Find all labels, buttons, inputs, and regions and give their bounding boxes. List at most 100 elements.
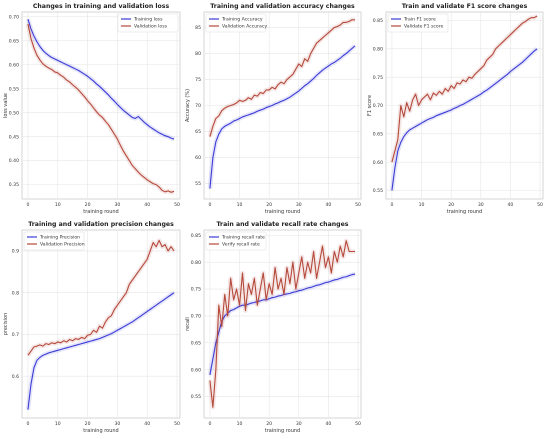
- x-axis-label: training round: [265, 428, 300, 434]
- legend-box: [23, 231, 85, 251]
- series-line-2: [27, 239, 175, 356]
- y-tick-label: 0.70: [373, 103, 383, 109]
- legend-box: [387, 13, 449, 33]
- y-axis-label: recall: [185, 317, 191, 331]
- y-tick-label: 0.55: [191, 394, 201, 400]
- x-tick-label: 20: [448, 202, 454, 208]
- series-line-2: [209, 19, 356, 137]
- subplot-3: 0 10 20 30 40 50 0.55 0.60 0.65 0.70 0.75 0.80 0.85 T…: [367, 3, 544, 215]
- chart-title: Train and validate F1 score changes: [402, 3, 528, 10]
- chart-title: Training and validation precision change…: [28, 221, 174, 228]
- subplot-5: 0 10 20 30 40 50 0.55 0.60 0.65 0.70 0.75 0.80 0.85 T…: [185, 221, 362, 434]
- x-tick-label: 30: [296, 202, 302, 208]
- y-tick-label: 0.45: [9, 134, 19, 140]
- chart-title: Changes in training and validation loss: [33, 3, 170, 10]
- series-line-1: [27, 292, 175, 410]
- y-tick-label: 0.35: [9, 182, 19, 188]
- y-tick-label: 65: [195, 129, 201, 135]
- legend-entry: Validation loss: [134, 24, 168, 30]
- series-line-1: [209, 273, 356, 376]
- chart-title: Train and validate recall rate changes: [217, 221, 349, 228]
- chart-title: Training and validation accuracy changes: [210, 3, 355, 10]
- x-tick-label: 50: [174, 202, 180, 208]
- x-tick-label: 40: [144, 421, 150, 427]
- y-tick-label: 0.65: [191, 340, 201, 346]
- x-tick-label: 30: [114, 421, 120, 427]
- x-tick-label: 50: [355, 421, 361, 427]
- legend-entry: Training Accuracy: [221, 17, 263, 23]
- x-tick-label: 50: [174, 421, 180, 427]
- y-tick-label: 0.50: [9, 110, 19, 116]
- x-tick-label: 10: [55, 421, 61, 427]
- legend-entry: Verify recall rate: [222, 242, 260, 248]
- y-tick-label: 0.8: [12, 290, 19, 296]
- y-tick-label: 0.65: [373, 131, 383, 137]
- legend-entry: Train F1 score: [403, 17, 436, 23]
- x-axis-label: training round: [265, 209, 300, 215]
- y-tick-label: 0.75: [373, 75, 383, 81]
- y-tick-label: 0.85: [373, 18, 383, 24]
- plot-area: [21, 229, 181, 419]
- series-line-1: [209, 45, 356, 189]
- y-axis-label: precision: [3, 313, 9, 336]
- y-tick-label: 0.60: [191, 367, 201, 373]
- x-tick-label: 40: [144, 202, 150, 208]
- plot-area: [203, 229, 362, 419]
- y-axis-label: loss value: [3, 93, 9, 118]
- x-tick-label: 40: [325, 202, 331, 208]
- series-line-2: [391, 15, 538, 163]
- x-tick-label: 20: [266, 202, 272, 208]
- x-tick-label: 0: [26, 421, 29, 427]
- y-tick-label: 70: [195, 103, 201, 109]
- x-tick-label: 10: [237, 421, 243, 427]
- x-tick-label: 50: [355, 202, 361, 208]
- x-tick-label: 10: [237, 202, 243, 208]
- y-axis-label: Accuracy (%): [185, 89, 191, 122]
- series-line-2: [27, 23, 175, 193]
- y-tick-label: 0.80: [191, 260, 201, 266]
- y-tick-label: 0.55: [9, 86, 19, 92]
- legend-box: [205, 231, 267, 251]
- y-tick-label: 75: [195, 77, 201, 83]
- x-axis-label: training round: [83, 209, 118, 215]
- y-tick-label: 0.80: [373, 46, 383, 52]
- legend-box: [117, 13, 179, 33]
- legend-box: [205, 13, 267, 33]
- x-tick-label: 50: [537, 202, 543, 208]
- x-tick-label: 10: [55, 202, 61, 208]
- x-tick-label: 20: [85, 202, 91, 208]
- plot-area: [21, 11, 181, 200]
- y-tick-label: 0.9: [12, 248, 19, 254]
- x-tick-label: 30: [296, 421, 302, 427]
- legend-entry: Validation Accuracy: [222, 24, 267, 30]
- y-tick-label: 0.70: [191, 314, 201, 320]
- y-tick-label: 85: [195, 25, 201, 31]
- x-tick-label: 30: [478, 202, 484, 208]
- x-tick-label: 30: [114, 202, 120, 208]
- y-tick-label: 55: [195, 181, 201, 187]
- x-tick-label: 0: [208, 421, 211, 427]
- x-tick-label: 20: [266, 421, 272, 427]
- x-axis-label: training round: [83, 428, 118, 434]
- x-tick-label: 20: [85, 421, 91, 427]
- y-tick-label: 0.60: [373, 160, 383, 166]
- y-tick-label: 0.65: [9, 38, 19, 44]
- legend-entry: Training loss: [133, 17, 163, 23]
- legend-entry: Training Precision: [39, 235, 80, 241]
- x-tick-label: 10: [419, 202, 425, 208]
- series-line-1: [391, 48, 538, 191]
- series-line-2: [209, 240, 356, 408]
- y-tick-label: 80: [195, 51, 201, 57]
- y-tick-label: 0.70: [9, 14, 19, 20]
- y-tick-label: 0.85: [191, 233, 201, 239]
- subplot-4: 0 10 20 30 40 50 0.6 0.7 0.8 0.9 Training and vali…: [3, 221, 181, 434]
- subplot-1: 0 10 20 30 40 50 0.35 0.40 0.45 0.50 0.55 0.60 0.65 0…: [3, 3, 181, 215]
- y-tick-label: 0.7: [12, 332, 19, 338]
- x-axis-label: training round: [447, 209, 482, 215]
- y-axis-label: F1 score: [367, 95, 373, 116]
